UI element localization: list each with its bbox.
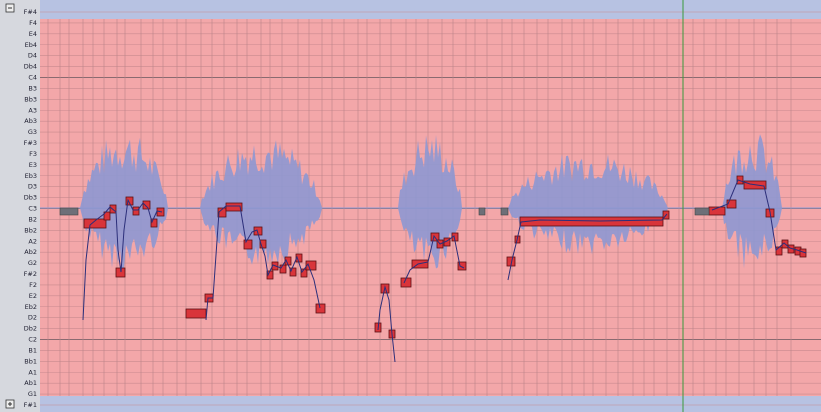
pitch-label: F#4 [24,8,37,16]
note-block [83,218,107,229]
inactive-note [478,207,486,216]
pitch-label: Bb1 [24,357,37,365]
pitch-curve [403,234,465,284]
pitch-label: C3 [28,205,37,213]
pitch-label: A2 [28,237,37,245]
note-block [315,303,326,314]
pitch-label: C2 [28,336,37,344]
pitch-label: D3 [28,183,37,191]
note-block [132,206,140,216]
pitch-label: Bb2 [24,226,37,234]
pitch-label: A1 [28,368,37,376]
pitch-ruler [0,0,40,412]
inactive-note [59,207,79,216]
note-block [305,260,317,271]
pitch-label: Eb3 [25,172,37,180]
pitch-label: G1 [28,390,37,398]
pitch-label: Eb4 [25,41,37,49]
pitch-label: B3 [28,84,37,92]
pitch-label: F4 [29,19,37,27]
pitch-label: F#2 [24,270,37,278]
pitch-curve [507,213,668,281]
pitch-curve [82,198,163,321]
pitch-label: Bb3 [24,95,37,103]
pitch-label: D4 [28,52,37,60]
note-block [103,211,111,221]
pitch-label: F2 [29,281,37,289]
note-block [142,200,151,210]
pitch-curve [205,205,321,321]
note-block [225,202,243,212]
note-block [217,207,227,218]
note-block [519,216,664,227]
pitch-label: E4 [29,30,37,38]
waveform-blob [398,134,462,269]
inactive-note [500,207,509,216]
pitch-curve [711,179,807,254]
waveform-blob [80,137,168,270]
pitch-curve [377,285,396,363]
pitch-label: Ab1 [24,379,37,387]
bottom-band [40,396,821,412]
pitch-labels: F#4 F4 E4 Eb4 D4 Db4 C4 B3 Bb3 A3 Ab3 G3 F#3 F3 E3 Eb3 D… [24,8,37,409]
pitch-label: A3 [28,106,37,114]
pitch-label: F3 [29,150,37,158]
pitch-label: Db3 [24,194,37,202]
top-band [40,0,821,19]
waveform [40,134,821,270]
note-block [279,264,287,274]
pitch-label: B2 [28,215,37,223]
note-block [150,218,158,228]
note-block [457,261,467,271]
pitch-label: E3 [29,161,37,169]
pitch-label: Eb2 [25,303,37,311]
note-block [259,239,267,249]
note-block [775,246,783,256]
pitch-label: F#3 [24,139,37,147]
waveform-blob [722,134,782,269]
pitch-label: C4 [28,74,37,82]
pitch-label: Db4 [24,63,37,71]
note-block [736,175,744,185]
note-block [289,267,297,277]
pitch-label: G3 [28,128,37,136]
note-block [243,239,253,250]
pitch-label: B1 [28,346,37,354]
pitch-label: Ab3 [24,117,37,125]
notes [59,175,807,339]
pitch-label: F#1 [24,401,37,409]
pitch-label: Db2 [24,325,37,333]
inactive-note [694,207,710,216]
note-block [185,308,207,319]
waveform-blob [508,153,668,255]
pitch-label: Ab2 [24,248,37,256]
waveform-blob [200,140,322,265]
pitch-label: E2 [29,292,37,300]
pitch-label: G2 [28,259,37,267]
note-block [125,196,134,206]
pitch-label: D2 [28,314,37,322]
